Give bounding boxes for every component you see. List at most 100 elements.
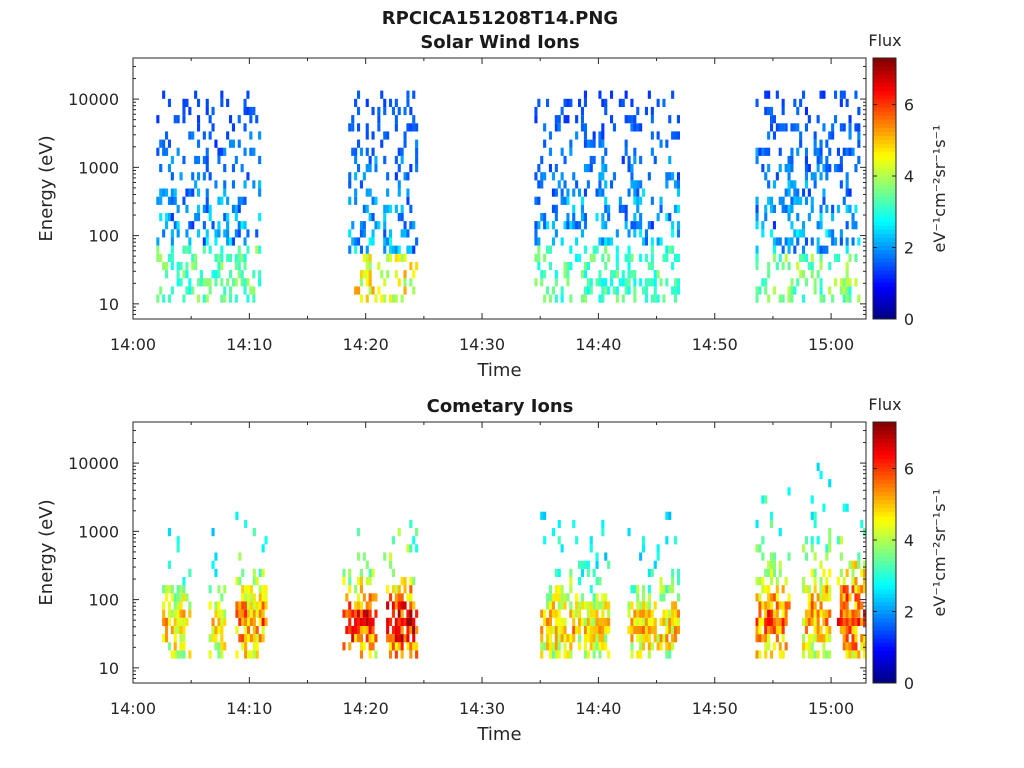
heatmap-cell xyxy=(357,609,361,618)
heatmap-cell xyxy=(586,650,590,659)
heatmap-cell xyxy=(357,601,361,610)
heatmap-cell xyxy=(784,123,788,132)
heatmap-cell xyxy=(365,253,369,262)
heatmap-cell xyxy=(755,577,759,586)
colorbar-step xyxy=(873,503,896,509)
heatmap-cell xyxy=(572,519,576,529)
heatmap-cell xyxy=(240,270,244,279)
heatmap-cell xyxy=(653,601,657,610)
heatmap-cell xyxy=(391,625,395,635)
heatmap-cell xyxy=(770,229,774,238)
heatmap-cell xyxy=(543,123,547,132)
heatmap-cell xyxy=(790,180,794,189)
heatmap-cell xyxy=(162,147,166,156)
heatmap-cell xyxy=(860,642,864,651)
heatmap-cell xyxy=(659,237,663,246)
heatmap-cell xyxy=(563,196,567,205)
colorbar-step xyxy=(873,552,896,558)
colorbar-step xyxy=(873,515,896,521)
heatmap-cell xyxy=(758,617,762,626)
heatmap-cell xyxy=(394,593,398,602)
heatmap-cell xyxy=(540,180,544,189)
heatmap-cell xyxy=(647,585,651,594)
heatmap-cell xyxy=(668,172,672,181)
heatmap-cell xyxy=(386,625,390,635)
heatmap-cell xyxy=(583,164,587,173)
heatmap-cell xyxy=(397,245,401,254)
heatmap-cell xyxy=(857,131,861,140)
heatmap-cell xyxy=(258,188,262,197)
heatmap-cell xyxy=(156,147,160,156)
heatmap-cell xyxy=(578,98,582,107)
heatmap-cell xyxy=(211,106,215,116)
heatmap-cell xyxy=(804,625,808,635)
heatmap-cell xyxy=(208,172,212,181)
heatmap-cell xyxy=(162,229,166,238)
heatmap-cell xyxy=(185,188,189,197)
heatmap-cell xyxy=(630,172,634,181)
heatmap-cell xyxy=(610,278,614,287)
heatmap-cell xyxy=(165,147,169,156)
heatmap-cell xyxy=(845,221,849,230)
heatmap-cell xyxy=(650,261,654,271)
heatmap-cell xyxy=(351,634,355,643)
heatmap-cell xyxy=(554,213,558,222)
heatmap-cell xyxy=(671,617,675,626)
heatmap-cell xyxy=(261,634,265,643)
heatmap-cell xyxy=(607,237,611,246)
heatmap-cell xyxy=(578,577,582,586)
heatmap-cell xyxy=(188,568,192,577)
plot-frame xyxy=(132,421,867,684)
heatmap-cell xyxy=(857,106,861,116)
heatmap-cell xyxy=(604,204,608,213)
heatmap-cell xyxy=(601,221,605,230)
heatmap-cell xyxy=(551,642,555,651)
heatmap-cell xyxy=(863,585,867,594)
heatmap-cell xyxy=(386,270,390,279)
heatmap-cell xyxy=(784,601,788,610)
heatmap-cell xyxy=(362,229,366,238)
heatmap-cell xyxy=(400,634,404,643)
heatmap-cell xyxy=(234,213,238,222)
colorbar-step xyxy=(873,135,896,141)
heatmap-cell xyxy=(368,593,372,602)
heatmap-cell xyxy=(252,577,256,586)
heatmap-cell xyxy=(386,204,390,213)
heatmap-cell xyxy=(839,536,843,545)
heatmap-cell xyxy=(368,270,372,279)
heatmap-cell xyxy=(365,164,369,173)
heatmap-cell xyxy=(188,650,192,659)
heatmap-cell xyxy=(165,188,169,197)
heatmap-cell xyxy=(362,172,366,181)
heatmap-cell xyxy=(394,294,398,303)
heatmap-cell xyxy=(630,221,634,230)
heatmap-cell xyxy=(357,577,361,586)
heatmap-cell xyxy=(235,511,239,520)
heatmap-cell xyxy=(554,585,558,594)
heatmap-cell xyxy=(845,642,849,651)
heatmap-cell xyxy=(656,544,660,553)
heatmap-cell xyxy=(633,196,637,205)
heatmap-cell xyxy=(601,642,605,651)
heatmap-cell xyxy=(264,585,268,594)
heatmap-cell xyxy=(592,642,596,651)
colorbar-frame xyxy=(872,421,897,684)
heatmap-cell xyxy=(403,253,407,262)
heatmap-cell xyxy=(790,221,794,230)
heatmap-cell xyxy=(566,593,570,602)
heatmap-cell xyxy=(179,278,183,287)
colorbar-step xyxy=(873,204,896,210)
heatmap-cell xyxy=(540,625,544,635)
heatmap-cell xyxy=(255,609,259,618)
heatmap-cell xyxy=(659,617,663,626)
heatmap-cell xyxy=(359,585,363,594)
heatmap-cell xyxy=(237,221,241,230)
heatmap-cell xyxy=(810,495,814,504)
heatmap-cell xyxy=(621,294,625,303)
heatmap-cell xyxy=(231,204,235,213)
heatmap-cell xyxy=(761,278,765,287)
heatmap-cell xyxy=(548,634,552,643)
heatmap-cell xyxy=(534,229,538,238)
heatmap-cell xyxy=(819,278,823,287)
heatmap-cell xyxy=(244,593,248,602)
